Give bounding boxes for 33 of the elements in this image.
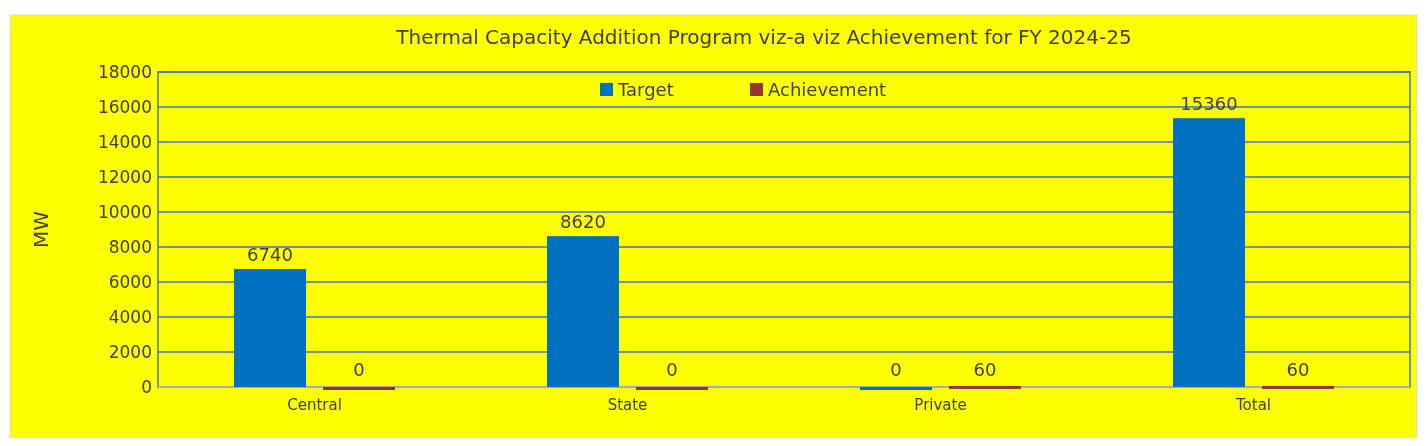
y-tick-label: 0 — [141, 376, 152, 397]
bar — [234, 269, 306, 387]
legend-label: Achievement — [768, 79, 887, 100]
y-tick-label: 16000 — [97, 96, 152, 117]
data-label: 0 — [353, 359, 365, 380]
bar — [1173, 118, 1245, 387]
bar — [860, 387, 932, 390]
y-tick-label: 10000 — [97, 201, 152, 222]
y-tick-label: 14000 — [97, 131, 152, 152]
data-label: 8620 — [560, 211, 606, 233]
chart-title: Thermal Capacity Addition Program viz-a viz Achievement for FY 2024-25 — [395, 25, 1132, 49]
data-label: 60 — [973, 359, 997, 380]
y-tick-label: 12000 — [97, 166, 152, 187]
bar — [636, 387, 708, 390]
data-label: 60 — [1286, 359, 1310, 380]
y-tick-label: 2000 — [108, 341, 152, 362]
bar — [323, 387, 395, 390]
y-tick-label: 4000 — [108, 306, 152, 327]
bar — [1262, 385, 1334, 389]
data-label: 6740 — [247, 244, 293, 266]
x-tick-label: State — [607, 396, 648, 414]
bar — [547, 236, 619, 387]
y-axis-title: MW — [29, 210, 53, 249]
data-label: 0 — [890, 359, 902, 380]
x-tick-label: Central — [287, 396, 342, 414]
data-label: 0 — [666, 359, 678, 380]
x-tick-label: Total — [1234, 396, 1272, 414]
legend-label: Target — [617, 79, 674, 100]
y-tick-label: 6000 — [108, 271, 152, 292]
x-tick-label: Private — [914, 396, 967, 414]
y-tick-label: 18000 — [97, 61, 152, 82]
y-tick-label: 8000 — [108, 236, 152, 257]
bar — [949, 385, 1021, 389]
